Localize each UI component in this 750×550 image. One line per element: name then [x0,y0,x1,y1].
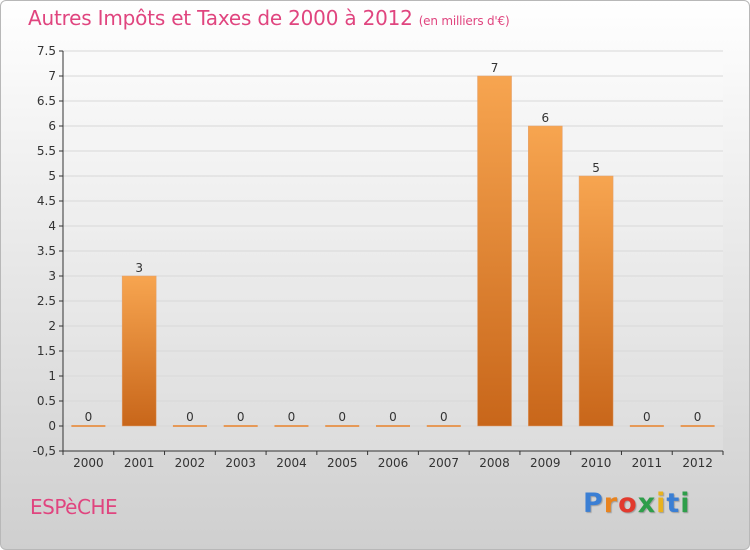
x-tick-label: 2010 [581,456,612,470]
data-label: 0 [389,410,397,424]
data-label: 0 [237,410,245,424]
bar [578,175,614,427]
chart-title: Autres Impôts et Taxes de 2000 à 2012 (en… [28,6,510,30]
y-tick-label: 7 [48,69,56,83]
x-tick-label: 2003 [225,456,256,470]
bar [528,125,563,427]
bar [121,275,157,427]
y-tick-label: 6.5 [37,94,56,108]
y-tick-label: -0,5 [33,444,56,458]
logo-letter: i [656,488,667,519]
chart-subtitle: (en milliers d'€) [418,14,510,28]
commune-name: ESPèCHE [30,495,118,519]
logo-letter: P [583,488,604,519]
data-label: 0 [186,410,194,424]
logo-letter: x [637,488,657,519]
x-tick-label: 2009 [530,456,561,470]
data-label: 5 [592,161,600,175]
y-tick-label: 4 [48,219,56,233]
data-label: 0 [694,410,702,424]
y-tick-label: 2.5 [37,294,56,308]
x-tick-label: 2005 [327,456,358,470]
data-label: 0 [643,410,651,424]
x-tick-label: 2000 [73,456,104,470]
y-tick-label: 4.5 [37,194,56,208]
x-tick-label: 2007 [428,456,459,470]
data-label: 0 [288,410,296,424]
x-tick-label: 2004 [276,456,307,470]
y-tick-label: 1.5 [37,344,56,358]
y-tick-label: 1 [48,369,56,383]
logo-letter: r [603,488,619,519]
y-tick-label: 0 [48,419,56,433]
y-tick-label: 7.5 [37,44,56,58]
proxiti-logo: Proxiti [583,488,691,519]
logo-letter: i [680,488,691,519]
logo-letter: t [666,488,681,519]
x-tick-label: 2001 [124,456,155,470]
logo-letter: o [618,488,638,519]
x-tick-label: 2012 [682,456,713,470]
y-tick-label: 3 [48,269,56,283]
x-tick-label: 2011 [632,456,663,470]
y-tick-label: 5.5 [37,144,56,158]
y-tick-label: 6 [48,119,56,133]
y-tick-label: 0.5 [37,394,56,408]
x-tick-label: 2002 [175,456,206,470]
y-tick-label: 5 [48,169,56,183]
y-tick-label: 3.5 [37,244,56,258]
data-label: 0 [85,410,93,424]
data-label: 6 [541,111,549,125]
x-tick-label: 2008 [479,456,510,470]
x-tick-label: 2006 [378,456,409,470]
data-label: 3 [135,261,143,275]
data-label: 7 [491,61,499,75]
data-label: 0 [440,410,448,424]
chart-title-text: Autres Impôts et Taxes de 2000 à 2012 [28,6,413,30]
y-tick-label: 2 [48,319,56,333]
bar [477,75,512,427]
data-label: 0 [338,410,346,424]
